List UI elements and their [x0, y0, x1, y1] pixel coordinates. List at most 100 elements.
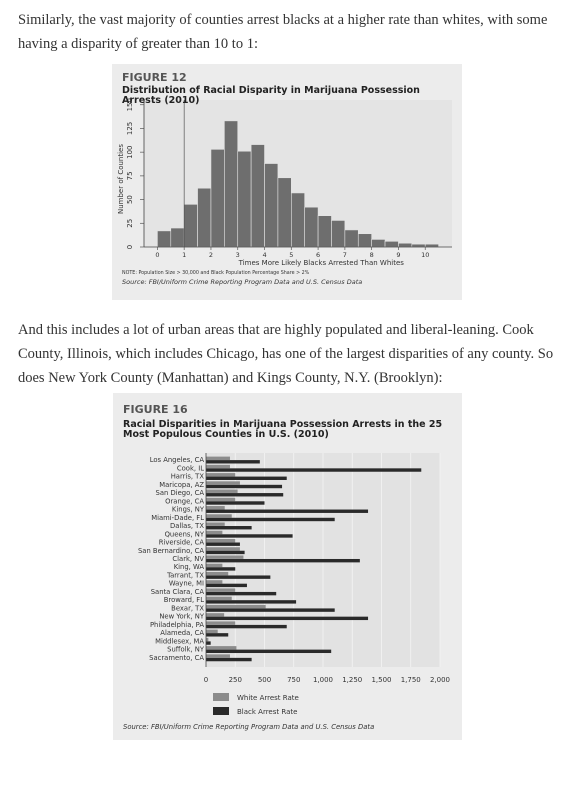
y-tick-label: Wayne, MI	[169, 580, 204, 588]
y-tick-label: 125	[126, 122, 134, 135]
x-tick-label: 0	[155, 251, 159, 259]
bar	[206, 588, 236, 592]
paragraph: And this includes a lot of urban areas t…	[18, 322, 554, 386]
bar	[206, 624, 287, 629]
x-tick-label: 250	[229, 676, 242, 684]
bar	[206, 497, 236, 502]
x-tick-label: 1,750	[401, 676, 421, 684]
y-tick-label: 25	[126, 219, 134, 228]
bar	[291, 192, 305, 248]
y-tick-label: Clark, NV	[172, 555, 204, 563]
y-tick-label: 150	[126, 98, 134, 111]
x-tick-label: 8	[370, 251, 374, 259]
bar	[183, 204, 198, 248]
bar	[206, 464, 230, 469]
y-tick-label: 0	[126, 245, 134, 249]
bar	[206, 575, 271, 579]
bar	[250, 144, 265, 248]
bar	[206, 580, 223, 584]
chart: 0 25 50 75 100 125 150 0 1 2 3 4 5 6 7 8 9 10 Times More L…	[117, 98, 452, 286]
bar	[206, 621, 236, 625]
bar	[206, 506, 225, 510]
bar	[206, 558, 360, 563]
y-tick-label: 100	[126, 145, 134, 158]
y-tick-label: Alameda, CA	[160, 629, 204, 637]
y-tick-label: Sacramento, CA	[149, 654, 204, 662]
bar	[277, 177, 292, 248]
bar	[206, 460, 260, 464]
bar	[206, 637, 209, 642]
y-tick-label: San Diego, CA	[156, 489, 205, 497]
bar	[206, 509, 369, 513]
bar	[206, 526, 252, 530]
y-tick-label: Suffolk, NY	[167, 646, 205, 654]
y-tick-label: Philadelphia, PA	[150, 621, 204, 629]
bar	[206, 641, 211, 645]
x-axis-label: Times More Likely Blacks Arrested Than W…	[238, 259, 405, 267]
bar	[264, 163, 279, 248]
x-tick-label: 6	[316, 251, 320, 259]
y-tick-label: Dallas, TX	[170, 522, 204, 530]
bar	[206, 493, 284, 497]
bar	[384, 241, 399, 248]
bar	[206, 547, 240, 551]
y-tick-label: Kings, NY	[172, 506, 205, 514]
bar	[206, 534, 293, 538]
bar	[206, 514, 232, 518]
bar	[206, 604, 266, 609]
x-tick-label: 7	[343, 251, 347, 259]
bar	[170, 227, 185, 248]
bar	[304, 206, 319, 248]
source: Source: FBI/Uniform Crime Reporting Prog…	[122, 278, 362, 286]
bar	[206, 583, 247, 588]
figure: 0 250 500 750 1,000 1,250 1,500 1,750 2,000 Los A…	[113, 393, 462, 740]
bar	[206, 522, 225, 526]
bar	[206, 539, 236, 543]
legend-label: White Arrest Rate	[237, 694, 299, 702]
y-tick-label: Santa Clara, CA	[151, 588, 205, 596]
bar	[206, 476, 287, 480]
y-tick-label: New York, NY	[159, 613, 205, 621]
chart-title: Racial Disparities in Marijuana Possessi…	[123, 419, 443, 440]
bar	[206, 646, 237, 650]
bar	[206, 530, 223, 535]
y-tick-label: Harris, TX	[171, 473, 205, 481]
note: NOTE: Population Size > 30,000 and Black…	[122, 270, 310, 276]
x-tick-label: 2,000	[430, 676, 450, 684]
x-tick-label: 500	[258, 676, 271, 684]
bar	[357, 233, 372, 248]
bar	[157, 230, 172, 248]
figure-label: FIGURE 12	[122, 71, 187, 84]
y-tick-label: Orange, CA	[165, 497, 204, 505]
bar	[206, 600, 297, 604]
y-axis-label: Number of Counties	[117, 144, 125, 214]
x-tick-label: 2	[209, 251, 213, 259]
bar	[206, 563, 223, 568]
bar	[206, 456, 230, 460]
x-tick-label: 750	[287, 676, 300, 684]
x-tick-label: 1	[182, 251, 186, 259]
bar	[206, 629, 218, 634]
bar	[344, 229, 359, 248]
chart: 0 250 500 750 1,000 1,250 1,500 1,750 2,000 Los A…	[123, 453, 450, 731]
y-tick-label: Maricopa, AZ	[159, 481, 204, 489]
bar	[206, 596, 232, 601]
y-tick-label: Miami-Dade, FL	[151, 514, 204, 522]
bar	[424, 243, 439, 248]
legend-swatch	[213, 693, 229, 701]
x-tick-label: 9	[396, 251, 400, 259]
bar	[206, 555, 244, 559]
y-tick-label: Los Angeles, CA	[150, 456, 205, 464]
legend-label: Black Arrest Rate	[237, 708, 297, 716]
bar	[206, 567, 236, 571]
bar	[206, 542, 240, 546]
bar	[411, 243, 426, 248]
x-tick-label: 0	[204, 676, 208, 684]
y-tick-label: Middlesex, MA	[155, 637, 204, 645]
bar	[237, 150, 252, 248]
y-tick-label: 50	[126, 195, 134, 204]
bar	[206, 608, 335, 612]
bar	[206, 473, 236, 477]
y-tick-label: Cook, IL	[177, 464, 204, 472]
